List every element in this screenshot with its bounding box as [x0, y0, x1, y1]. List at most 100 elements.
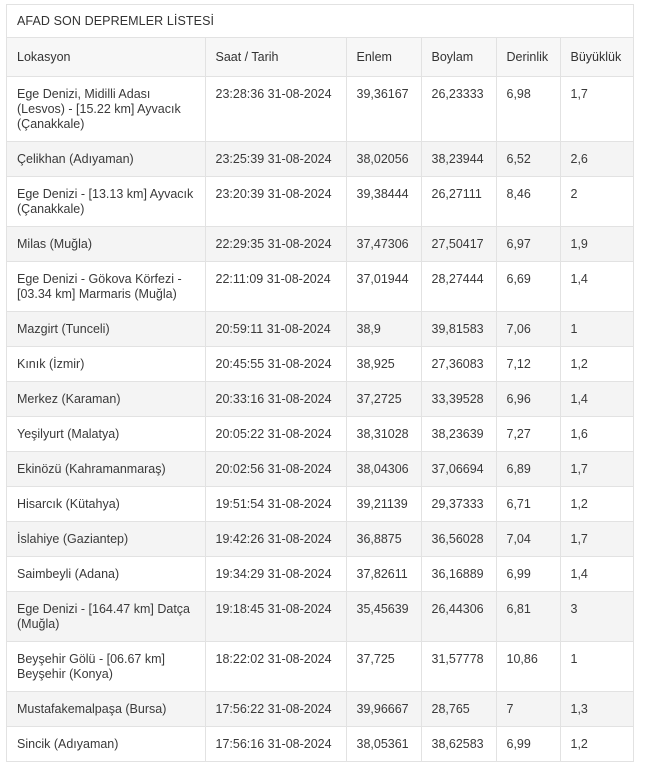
- cell-depth: 7,06: [496, 311, 561, 347]
- cell-depth: 6,52: [496, 141, 561, 177]
- cell-magnitude: 1,7: [560, 76, 633, 142]
- cell-time-date: 23:20:39 31-08-2024: [205, 176, 347, 227]
- table-header-row: Lokasyon Saat / Tarih Enlem Boylam Derin…: [7, 38, 633, 77]
- table-row: Yeşilyurt (Malatya) 20:05:22 31-08-2024 …: [7, 416, 633, 452]
- cell-latitude: 38,925: [346, 346, 422, 382]
- cell-time-date: 20:05:22 31-08-2024: [205, 416, 347, 452]
- cell-magnitude: 1,2: [560, 486, 633, 522]
- cell-depth: 7: [496, 691, 561, 727]
- table-row: Milas (Muğla) 22:29:35 31-08-2024 37,473…: [7, 226, 633, 262]
- cell-magnitude: 1,7: [560, 521, 633, 557]
- cell-magnitude: 1,7: [560, 451, 633, 487]
- table-row: İslahiye (Gaziantep) 19:42:26 31-08-2024…: [7, 521, 633, 557]
- table-row: Sincik (Adıyaman) 17:56:16 31-08-2024 38…: [7, 726, 633, 762]
- cell-longitude: 38,23639: [421, 416, 497, 452]
- cell-depth: 6,99: [496, 726, 561, 762]
- table-row: Beyşehir Gölü - [06.67 km] Beyşehir (Kon…: [7, 641, 633, 692]
- cell-time-date: 22:29:35 31-08-2024: [205, 226, 347, 262]
- cell-longitude: 31,57778: [421, 641, 497, 692]
- cell-time-date: 18:22:02 31-08-2024: [205, 641, 347, 692]
- cell-location: İslahiye (Gaziantep): [7, 521, 206, 557]
- cell-time-date: 17:56:16 31-08-2024: [205, 726, 347, 762]
- cell-location: Hisarcık (Kütahya): [7, 486, 206, 522]
- cell-location: Merkez (Karaman): [7, 381, 206, 417]
- cell-location: Ege Denizi - [13.13 km] Ayvacık (Çanakka…: [7, 176, 206, 227]
- cell-longitude: 38,62583: [421, 726, 497, 762]
- cell-depth: 7,27: [496, 416, 561, 452]
- cell-longitude: 28,765: [421, 691, 497, 727]
- cell-latitude: 38,02056: [346, 141, 422, 177]
- cell-latitude: 39,96667: [346, 691, 422, 727]
- cell-depth: 6,69: [496, 261, 561, 312]
- cell-magnitude: 1,2: [560, 346, 633, 382]
- cell-time-date: 20:02:56 31-08-2024: [205, 451, 347, 487]
- cell-latitude: 38,04306: [346, 451, 422, 487]
- cell-longitude: 36,16889: [421, 556, 497, 592]
- cell-longitude: 37,06694: [421, 451, 497, 487]
- cell-time-date: 19:18:45 31-08-2024: [205, 591, 347, 642]
- cell-magnitude: 1,4: [560, 381, 633, 417]
- cell-longitude: 29,37333: [421, 486, 497, 522]
- table-row: Kınık (İzmir) 20:45:55 31-08-2024 38,925…: [7, 346, 633, 382]
- cell-longitude: 26,27111: [421, 176, 497, 227]
- cell-location: Sincik (Adıyaman): [7, 726, 206, 762]
- cell-latitude: 38,9: [346, 311, 422, 347]
- cell-location: Beyşehir Gölü - [06.67 km] Beyşehir (Kon…: [7, 641, 206, 692]
- panel-title: AFAD SON DEPREMLER LİSTESİ: [7, 5, 633, 38]
- cell-magnitude: 1: [560, 641, 633, 692]
- cell-time-date: 19:51:54 31-08-2024: [205, 486, 347, 522]
- cell-longitude: 27,36083: [421, 346, 497, 382]
- cell-depth: 7,04: [496, 521, 561, 557]
- table-row: Ege Denizi, Midilli Adası (Lesvos) - [15…: [7, 76, 633, 142]
- cell-location: Çelikhan (Adıyaman): [7, 141, 206, 177]
- cell-time-date: 19:34:29 31-08-2024: [205, 556, 347, 592]
- cell-magnitude: 2,6: [560, 141, 633, 177]
- cell-time-date: 23:25:39 31-08-2024: [205, 141, 347, 177]
- cell-depth: 6,98: [496, 76, 561, 142]
- table-row: Saimbeyli (Adana) 19:34:29 31-08-2024 37…: [7, 556, 633, 592]
- cell-magnitude: 1,6: [560, 416, 633, 452]
- cell-longitude: 33,39528: [421, 381, 497, 417]
- table-row: Mazgirt (Tunceli) 20:59:11 31-08-2024 38…: [7, 311, 633, 347]
- earthquake-table: Lokasyon Saat / Tarih Enlem Boylam Derin…: [7, 38, 633, 762]
- column-header-magnitude: Büyüklük: [560, 38, 633, 77]
- column-header-longitude: Boylam: [421, 38, 497, 77]
- cell-location: Mustafakemalpaşa (Bursa): [7, 691, 206, 727]
- cell-magnitude: 1,9: [560, 226, 633, 262]
- table-row: Ege Denizi - [164.47 km] Datça (Muğla) 1…: [7, 591, 633, 642]
- cell-location: Ege Denizi - [164.47 km] Datça (Muğla): [7, 591, 206, 642]
- cell-location: Yeşilyurt (Malatya): [7, 416, 206, 452]
- cell-location: Ege Denizi, Midilli Adası (Lesvos) - [15…: [7, 76, 206, 142]
- cell-time-date: 22:11:09 31-08-2024: [205, 261, 347, 312]
- cell-time-date: 20:45:55 31-08-2024: [205, 346, 347, 382]
- cell-depth: 6,71: [496, 486, 561, 522]
- cell-latitude: 37,82611: [346, 556, 422, 592]
- column-header-depth: Derinlik: [496, 38, 561, 77]
- cell-location: Kınık (İzmir): [7, 346, 206, 382]
- cell-location: Saimbeyli (Adana): [7, 556, 206, 592]
- table-row: Merkez (Karaman) 20:33:16 31-08-2024 37,…: [7, 381, 633, 417]
- cell-location: Ege Denizi - Gökova Körfezi - [03.34 km]…: [7, 261, 206, 312]
- cell-magnitude: 1,3: [560, 691, 633, 727]
- cell-latitude: 37,01944: [346, 261, 422, 312]
- cell-magnitude: 3: [560, 591, 633, 642]
- cell-time-date: 20:33:16 31-08-2024: [205, 381, 347, 417]
- cell-time-date: 23:28:36 31-08-2024: [205, 76, 347, 142]
- cell-magnitude: 1,4: [560, 261, 633, 312]
- cell-longitude: 28,27444: [421, 261, 497, 312]
- table-row: Mustafakemalpaşa (Bursa) 17:56:22 31-08-…: [7, 691, 633, 727]
- cell-location: Ekinözü (Kahramanmaraş): [7, 451, 206, 487]
- cell-location: Mazgirt (Tunceli): [7, 311, 206, 347]
- cell-depth: 6,96: [496, 381, 561, 417]
- cell-depth: 6,89: [496, 451, 561, 487]
- column-header-latitude: Enlem: [346, 38, 422, 77]
- cell-magnitude: 1: [560, 311, 633, 347]
- column-header-time-date: Saat / Tarih: [205, 38, 347, 77]
- cell-latitude: 39,21139: [346, 486, 422, 522]
- cell-time-date: 19:42:26 31-08-2024: [205, 521, 347, 557]
- table-row: Ekinözü (Kahramanmaraş) 20:02:56 31-08-2…: [7, 451, 633, 487]
- column-header-location: Lokasyon: [7, 38, 206, 77]
- cell-latitude: 37,2725: [346, 381, 422, 417]
- cell-depth: 7,12: [496, 346, 561, 382]
- table-row: Çelikhan (Adıyaman) 23:25:39 31-08-2024 …: [7, 141, 633, 177]
